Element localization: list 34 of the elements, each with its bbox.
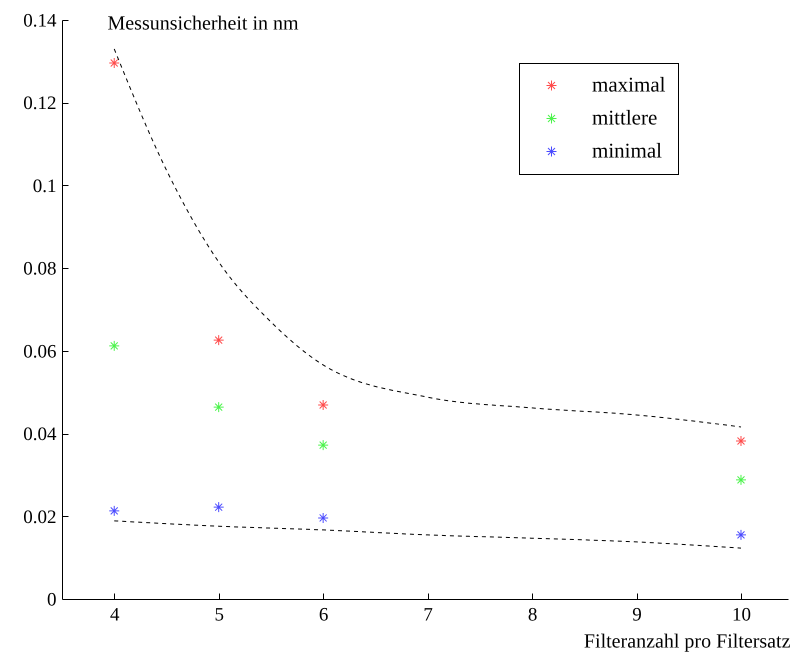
point: [108, 58, 120, 69]
point: [735, 529, 746, 540]
x-tick-label: 9: [632, 604, 642, 626]
x-tick-label: 4: [110, 604, 120, 626]
point: [108, 505, 120, 516]
y-tick-label: 0.08: [23, 258, 56, 280]
x-tick-label: 7: [423, 604, 433, 626]
y-tick-label: 0.14: [23, 10, 57, 32]
line-series: [114, 48, 742, 428]
line-series: [114, 520, 742, 549]
point: [318, 400, 329, 411]
y-tick-label: 0.06: [23, 341, 56, 362]
x-tick-label: 6: [318, 604, 328, 626]
legend-label: minimal: [592, 138, 662, 162]
y-tick-label: 0.12: [23, 93, 56, 114]
point: [735, 436, 746, 447]
point: [735, 474, 746, 486]
x-axis-title: Filteranzahl pro Filtersatz: [584, 630, 790, 652]
point: [318, 440, 329, 451]
point: [213, 334, 224, 346]
y-axis-title: Messunsicherheit in nm: [108, 12, 300, 34]
y-tick-label: 0.04: [23, 424, 57, 446]
x-tick-label: 10: [732, 604, 751, 626]
x-tick-label: 5: [214, 604, 224, 626]
point: [213, 502, 224, 513]
y-tick-label: 0.1: [32, 176, 56, 197]
x-tick-label: 8: [528, 604, 538, 626]
y-tick-label: 0: [47, 590, 56, 610]
point: [213, 402, 224, 413]
legend-label: maximal: [592, 72, 666, 96]
y-tick-label: 0.02: [23, 506, 56, 528]
point: [108, 340, 120, 352]
point: [318, 512, 329, 524]
legend-label: mittlere: [592, 106, 658, 130]
